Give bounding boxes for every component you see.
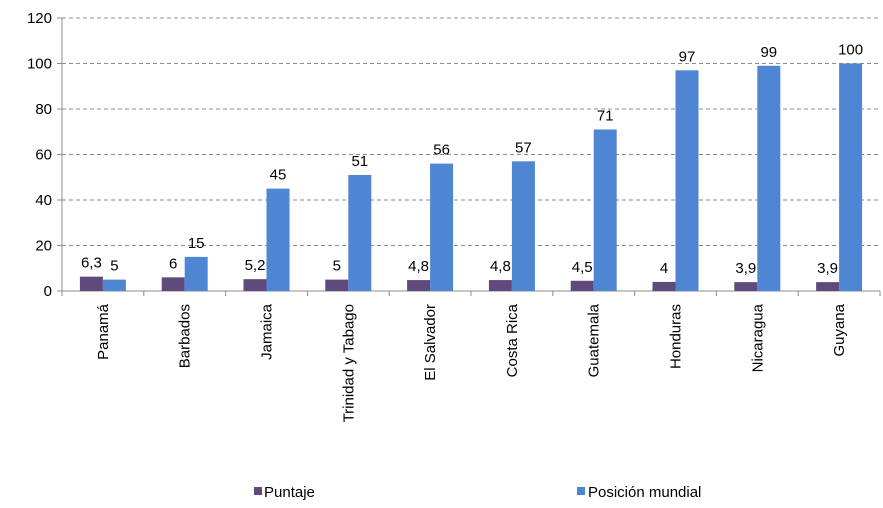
axes bbox=[57, 17, 881, 296]
x-tick-label: Guatemala bbox=[586, 303, 603, 377]
bar-posicion-mundial bbox=[266, 188, 290, 291]
legend: Puntaje Posición mundial bbox=[254, 484, 701, 501]
y-tick-label: 20 bbox=[35, 238, 52, 255]
y-tick-label: 80 bbox=[35, 101, 52, 118]
bar-posicion-mundial bbox=[757, 65, 781, 292]
bar-puntaje bbox=[652, 281, 676, 291]
data-label-puntaje: 4,5 bbox=[572, 259, 593, 276]
bar-posicion-mundial bbox=[102, 279, 126, 291]
x-tick-label: Guyana bbox=[831, 303, 848, 356]
x-tick-label: Jamaica bbox=[259, 303, 276, 360]
bar-puntaje bbox=[243, 279, 267, 291]
bars bbox=[79, 63, 863, 292]
legend-swatch-puntaje bbox=[254, 487, 262, 495]
legend-swatch-posicion-mundial bbox=[577, 487, 585, 495]
data-label-posicion-mundial: 100 bbox=[838, 42, 863, 59]
gridlines bbox=[62, 17, 880, 246]
x-tick-label: Panamá bbox=[95, 303, 112, 360]
data-label-posicion-mundial: 5 bbox=[110, 258, 118, 275]
data-labels: 6,3 5 6155,2455514,8564,8574,5714973,9993,… bbox=[81, 42, 863, 278]
data-label-posicion-mundial: 71 bbox=[597, 107, 614, 124]
y-tick-label: 60 bbox=[35, 147, 52, 164]
data-label-puntaje: 6,3 bbox=[81, 255, 102, 272]
data-label-posicion-mundial: 45 bbox=[270, 167, 287, 184]
data-label-posicion-mundial: 57 bbox=[515, 139, 532, 156]
bar-puntaje bbox=[79, 276, 103, 291]
data-label-posicion-mundial: 97 bbox=[679, 48, 696, 65]
data-label-puntaje: 6 bbox=[169, 255, 177, 272]
bar-puntaje bbox=[570, 280, 594, 291]
y-tick-label: 100 bbox=[27, 56, 52, 73]
y-tick-label: 120 bbox=[27, 10, 52, 27]
bar-posicion-mundial bbox=[184, 256, 208, 291]
x-tick-label: Barbados bbox=[177, 304, 194, 368]
data-label-posicion-mundial: 56 bbox=[433, 142, 450, 159]
y-tick-label: 40 bbox=[35, 192, 52, 209]
x-tick-label: Trinidad y Tabago bbox=[340, 304, 357, 422]
bar-posicion-mundial bbox=[593, 129, 617, 291]
data-label-puntaje: 3,9 bbox=[817, 260, 838, 277]
x-tick-label: Nicaragua bbox=[749, 303, 766, 372]
bar-puntaje bbox=[325, 279, 349, 291]
tick-labels: 0 20 40 60 80 100 120 Panamá Barbados Jamaica Trin… bbox=[27, 10, 848, 422]
data-label-posicion-mundial: 51 bbox=[351, 153, 368, 170]
bar-posicion-mundial bbox=[675, 70, 699, 291]
bar-posicion-mundial bbox=[839, 63, 863, 291]
data-label-posicion-mundial: 15 bbox=[188, 235, 205, 252]
data-label-puntaje: 5,2 bbox=[245, 257, 266, 274]
bar-puntaje bbox=[816, 282, 840, 291]
data-label-puntaje: 4,8 bbox=[490, 258, 511, 275]
bar-puntaje bbox=[734, 282, 758, 291]
bar-puntaje bbox=[161, 277, 185, 291]
bar-posicion-mundial bbox=[511, 161, 535, 291]
data-label-puntaje: 4 bbox=[660, 260, 668, 277]
legend-label-posicion-mundial: Posición mundial bbox=[588, 484, 701, 501]
bar-posicion-mundial bbox=[430, 163, 454, 291]
x-tick-label: Costa Rica bbox=[504, 303, 521, 377]
data-label-posicion-mundial: 99 bbox=[760, 44, 777, 61]
bar-puntaje bbox=[488, 280, 512, 291]
x-tick-label: Honduras bbox=[668, 304, 685, 369]
bar-posicion-mundial bbox=[348, 174, 372, 291]
data-label-puntaje: 5 bbox=[333, 258, 341, 275]
legend-label-puntaje: Puntaje bbox=[264, 484, 315, 501]
data-label-puntaje: 4,8 bbox=[408, 258, 429, 275]
data-label-puntaje: 3,9 bbox=[735, 260, 756, 277]
x-tick-label: El Salvador bbox=[422, 304, 439, 381]
bar-puntaje bbox=[407, 280, 431, 291]
y-tick-label: 0 bbox=[44, 283, 52, 300]
